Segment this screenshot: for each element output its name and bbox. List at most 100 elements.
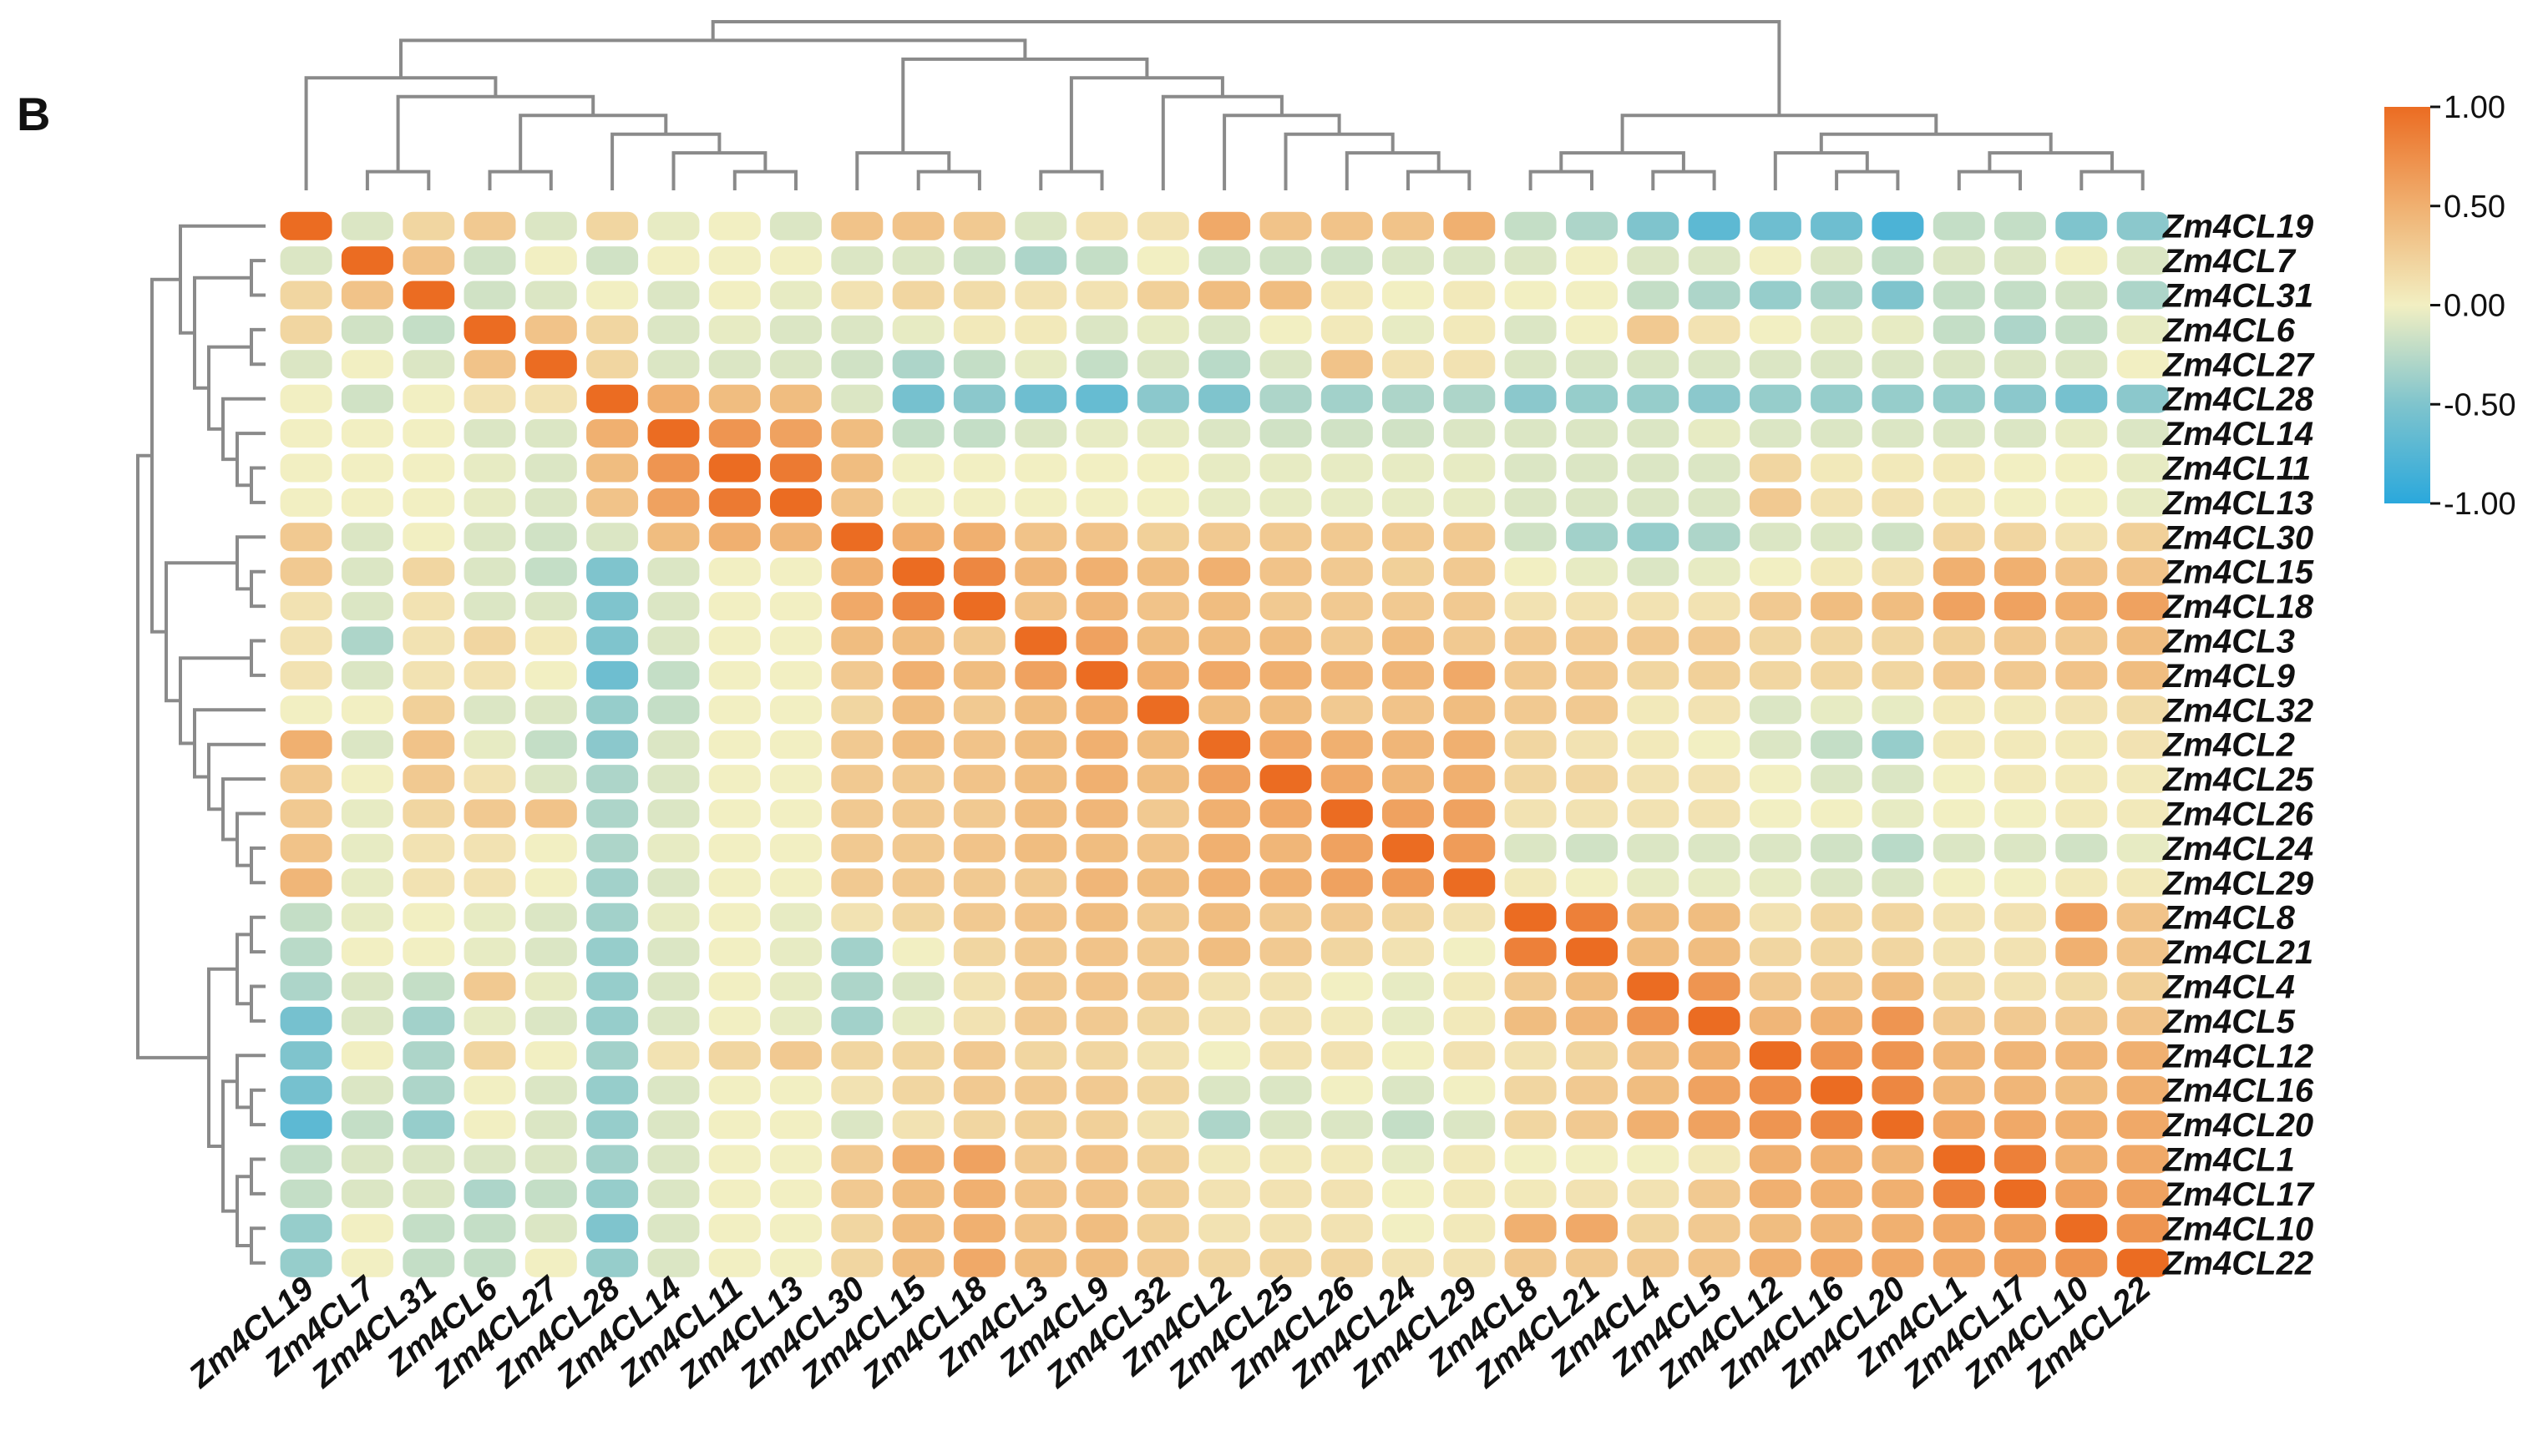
heatmap-cells	[280, 211, 2169, 1277]
heatmap-cell	[708, 1110, 761, 1140]
heatmap-cell	[1320, 488, 1373, 517]
heatmap-cell	[892, 592, 945, 621]
heatmap-cell	[1933, 523, 1985, 552]
heatmap-cell	[647, 281, 700, 310]
heatmap-cell	[1382, 1110, 1434, 1140]
heatmap-cell	[1933, 1248, 1985, 1277]
heatmap-cell	[403, 695, 455, 725]
heatmap-cell	[2055, 350, 2108, 379]
heatmap-cell	[892, 281, 945, 310]
dendrogram-branch	[165, 561, 237, 703]
heatmap-cell	[1688, 281, 1740, 310]
heatmap-cell	[831, 626, 884, 655]
heatmap-cell	[1015, 1179, 1067, 1208]
heatmap-cell	[1382, 833, 1434, 862]
heatmap-cell	[831, 211, 884, 240]
heatmap-cell	[1933, 281, 1985, 310]
heatmap-cell	[953, 626, 1006, 655]
heatmap-cell	[1872, 695, 1924, 725]
left-dendrogram	[136, 224, 266, 1265]
heatmap-cell	[770, 453, 822, 483]
heatmap-cell	[1627, 1214, 1679, 1243]
heatmap-cell	[1933, 246, 1985, 276]
heatmap-cell	[1382, 557, 1434, 586]
heatmap-cell	[2055, 730, 2108, 759]
heatmap-cell	[1627, 868, 1679, 897]
heatmap-cell	[1627, 281, 1679, 310]
heatmap-cell	[1137, 902, 1189, 932]
heatmap-cell	[1566, 350, 1618, 379]
heatmap-cell	[1994, 488, 2046, 517]
heatmap-cell	[1566, 868, 1618, 897]
heatmap-cell	[2116, 384, 2169, 413]
heatmap-cell	[1382, 626, 1434, 655]
heatmap-cell	[708, 938, 761, 967]
heatmap-cell	[1443, 384, 1496, 413]
heatmap-cell	[647, 384, 700, 413]
heatmap-cell	[1994, 211, 2046, 240]
heatmap-cell	[1382, 1145, 1434, 1174]
heatmap-cell	[2116, 695, 2169, 725]
heatmap-cell	[1443, 730, 1496, 759]
heatmap-cell	[831, 660, 884, 690]
dendrogram-branch	[236, 432, 266, 488]
row-label: Zm4CL30	[2162, 519, 2313, 556]
heatmap-cell	[524, 868, 577, 897]
heatmap-cell	[2116, 350, 2169, 379]
heatmap-cell	[524, 246, 577, 276]
heatmap-cell	[1627, 902, 1679, 932]
heatmap-cell	[1811, 730, 1863, 759]
heatmap-cell	[1504, 765, 1557, 794]
heatmap-cell	[1749, 868, 1801, 897]
heatmap-cell	[403, 488, 455, 517]
heatmap-cell	[341, 799, 393, 828]
heatmap-cell	[1137, 799, 1189, 828]
heatmap-cell	[586, 211, 639, 240]
heatmap-cell	[586, 1248, 639, 1277]
heatmap-cell	[831, 765, 884, 794]
heatmap-cell	[1872, 557, 1924, 586]
heatmap-cell	[280, 1145, 332, 1174]
heatmap-cell	[464, 626, 516, 655]
heatmap-cell	[341, 833, 393, 862]
heatmap-cell	[1566, 1041, 1618, 1070]
heatmap-cell	[1320, 350, 1373, 379]
heatmap-cell	[1994, 660, 2046, 690]
heatmap-cell	[1198, 211, 1251, 240]
heatmap-cell	[1504, 453, 1557, 483]
heatmap-cell	[708, 626, 761, 655]
heatmap-cell	[1076, 315, 1128, 344]
heatmap-cell	[647, 1006, 700, 1035]
heatmap-cell	[1994, 799, 2046, 828]
heatmap-cell	[1688, 1075, 1740, 1105]
heatmap-cell	[1382, 1248, 1434, 1277]
heatmap-cell	[1259, 1041, 1312, 1070]
heatmap-cell	[708, 1179, 761, 1208]
heatmap-cell	[892, 1214, 945, 1243]
heatmap-cell	[2116, 1248, 2169, 1277]
heatmap-cell	[708, 730, 761, 759]
heatmap-cell	[1811, 488, 1863, 517]
heatmap-cell	[831, 938, 884, 967]
heatmap-cell	[280, 557, 332, 586]
heatmap-cell	[1688, 799, 1740, 828]
heatmap-cell	[2116, 626, 2169, 655]
heatmap-cell	[953, 1214, 1006, 1243]
heatmap-cell	[1259, 660, 1312, 690]
heatmap-cell	[1015, 765, 1067, 794]
heatmap-cell	[1137, 1214, 1189, 1243]
heatmap-cell	[1259, 1214, 1312, 1243]
heatmap-cell	[403, 626, 455, 655]
heatmap-cell	[1015, 833, 1067, 862]
heatmap-cell	[280, 902, 332, 932]
heatmap-cell	[1259, 281, 1312, 310]
heatmap-cell	[1198, 1145, 1251, 1174]
heatmap-cell	[1749, 315, 1801, 344]
heatmap-cell	[2055, 1075, 2108, 1105]
heatmap-cell	[2055, 695, 2108, 725]
heatmap-cell	[586, 419, 639, 448]
heatmap-cell	[1320, 660, 1373, 690]
heatmap-cell	[1137, 833, 1189, 862]
heatmap-cell	[1994, 1075, 2046, 1105]
